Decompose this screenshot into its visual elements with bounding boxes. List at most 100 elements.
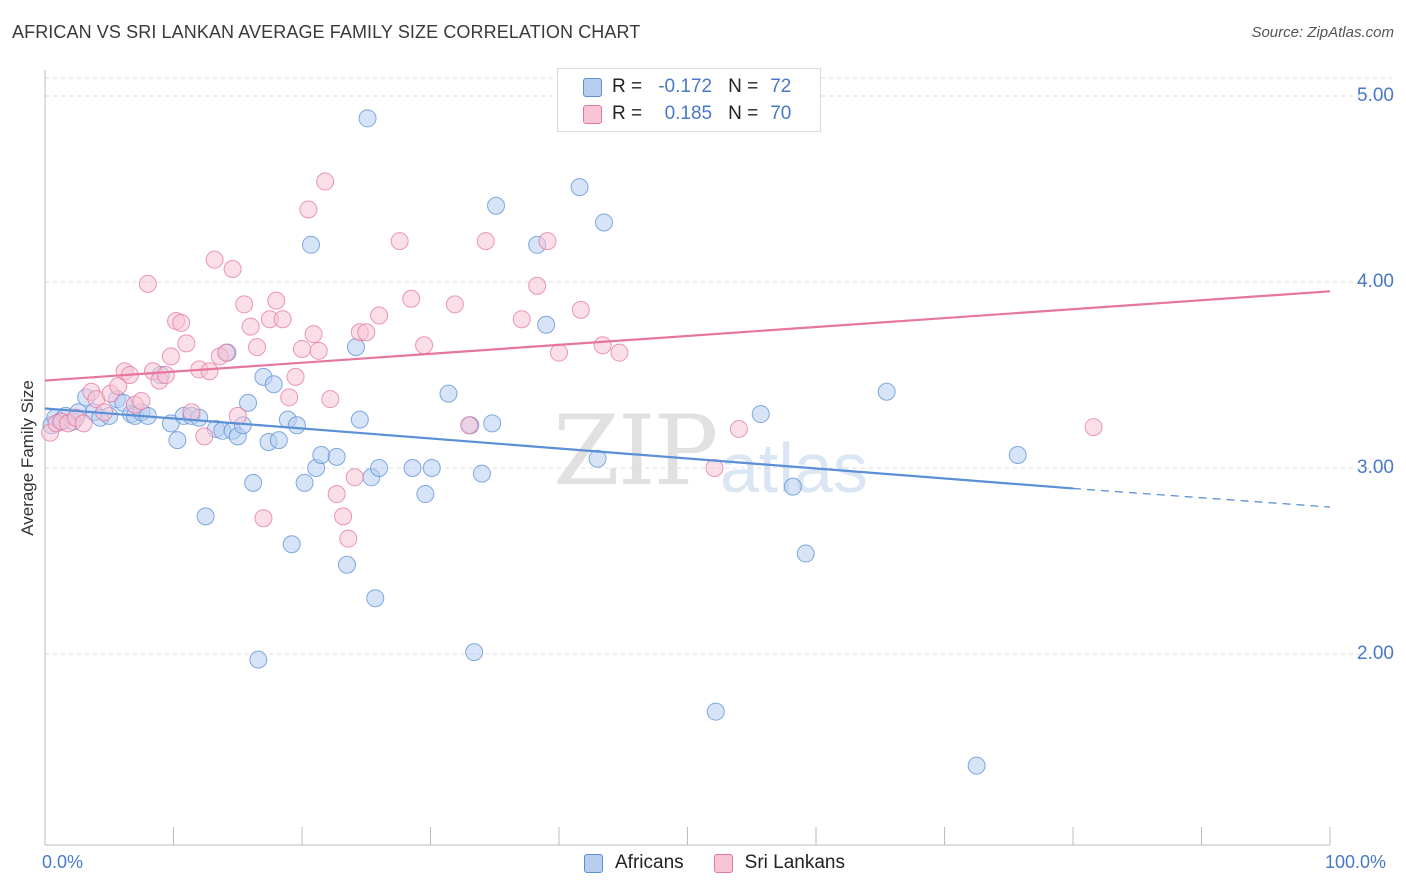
africans-point [706,702,725,721]
srilankans-point [228,406,247,425]
y-tick-label: 3.00 [1357,457,1394,478]
srilankans-point [1084,418,1103,437]
srilankans-point [223,259,242,278]
n-value-africans: 72 [770,76,792,97]
srilankans-point [74,414,93,433]
africans-point [269,431,288,450]
africans-point [249,650,268,669]
srilankans-point [415,336,434,355]
srilankans-point [610,343,629,362]
legend-item-srilankans[interactable]: Sri Lankans [713,852,845,874]
africans-point [783,477,802,496]
africans-point [312,445,331,464]
africans-point [350,410,369,429]
y-tick-label: 2.00 [1357,643,1394,664]
srilankans-point [390,232,409,251]
africans-point [370,459,389,477]
africans-point [439,384,458,403]
africans-point [337,555,356,574]
srilankans-point [241,317,260,336]
srilankans-point [345,468,364,487]
srilankans-point [571,300,590,319]
srilankans-point [402,289,421,308]
africans-point [327,447,346,466]
srilankans-point [132,392,151,411]
srilankans-point [339,529,358,548]
legend-item-africans[interactable]: Africans [584,852,684,874]
africans-point [282,535,301,554]
srilankans-point [299,200,318,219]
chart-title: AFRICAN VS SRI LANKAN AVERAGE FAMILY SIZ… [12,22,641,42]
series-legend: Africans Sri Lankans [584,852,875,874]
srilankans-point [217,343,236,362]
africans-point [239,393,258,412]
africans-point [403,459,422,477]
srilankans-point [286,367,305,386]
legend-row-africans: R = -0.172 N = 72 [583,75,791,99]
srilankans-point [267,291,286,310]
srilankans-point [538,232,557,251]
r-label: R = [612,76,643,97]
africans-point [168,431,187,450]
africans-point [295,473,314,492]
africans-point [244,473,263,492]
srilankans-trendline [44,290,1331,382]
r-value-africans: -0.172 [658,76,713,97]
africans-point [287,416,306,435]
africans-legend-label: Africans [615,852,684,873]
srilankans-point [309,341,328,360]
srilankans-point [370,306,389,325]
correlation-legend: R = -0.172 N = 72 R = 0.185 N = 70 [557,68,821,132]
y-tick-label: 5.00 [1357,85,1394,106]
y-tick-label: 4.00 [1357,271,1394,292]
srilankans-swatch [583,104,602,124]
r-label: R = [612,103,643,124]
africans-point [751,405,770,424]
srilankans-point [273,310,292,329]
africans-legend-swatch [584,853,603,873]
srilankans-point [254,509,273,528]
n-label: N = [728,103,759,124]
srilankans-point [293,339,311,358]
srilankans-point [182,403,201,422]
africans-point [416,485,435,504]
srilankans-point [304,325,323,344]
africans-point [358,109,377,128]
srilankans-point [528,276,547,295]
srilankans-point [235,295,254,314]
srilankans-point [729,419,748,438]
srilankans-point [321,390,340,409]
srilankans-point [248,338,267,357]
srilankans-point [476,232,495,251]
source-label: Source: ZipAtlas.com [1251,24,1394,41]
africans-point [594,213,613,232]
africans-point [570,178,589,197]
africans-point [196,507,215,526]
africans-point [588,449,607,468]
n-label: N = [728,76,759,97]
africans-point [422,459,441,477]
africans-point [483,414,502,433]
africans-point [465,643,484,662]
africans-swatch [583,77,602,97]
africans-point [346,338,365,357]
africans-point [264,375,283,394]
srilankans-legend-label: Sri Lankans [744,852,845,873]
srilankans-point [200,362,219,381]
srilankans-point [445,295,464,314]
legend-row-srilankans: R = 0.185 N = 70 [583,102,791,126]
srilankans-point [138,274,157,293]
africans-point [796,544,815,563]
africans-point [301,235,320,254]
r-value-srilankans: 0.185 [664,103,713,124]
srilankans-point [460,416,479,435]
y-axis-label: Average Family Size [18,380,37,536]
x-tick-max: 100.0% [1325,852,1387,872]
africans-trendline [44,407,1074,490]
srilankans-point [109,377,128,396]
srilankans-point [280,388,299,407]
africans-point [487,196,506,215]
srilankans-point [327,485,346,504]
africans-trendline-extension [1072,487,1331,508]
srilankans-point [550,343,568,362]
